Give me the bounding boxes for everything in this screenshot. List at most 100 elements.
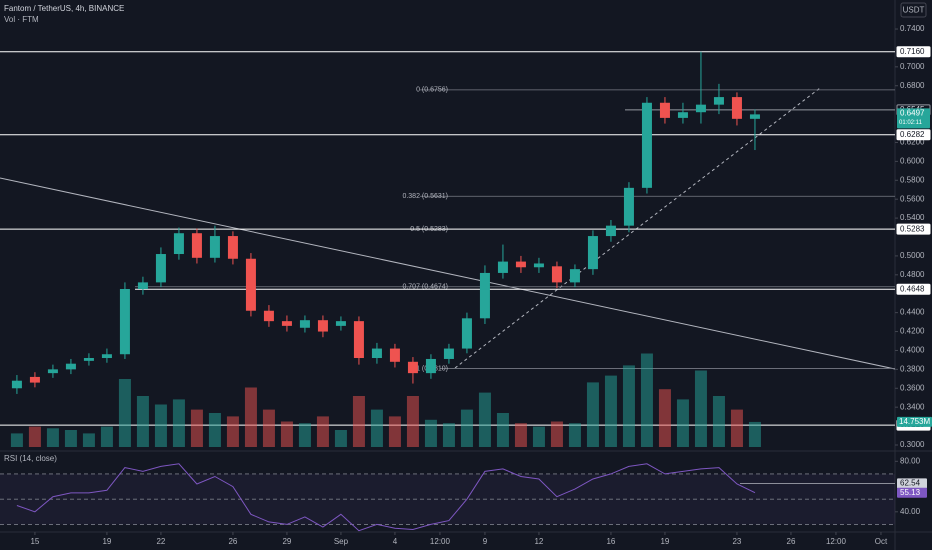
candle-body: [479, 272, 490, 319]
volume-bar: [136, 396, 149, 447]
volume-bar: [226, 416, 239, 447]
candle-body: [515, 261, 526, 268]
volume-bar: [676, 399, 689, 447]
level-label-box: [896, 129, 931, 141]
volume-bar: [712, 396, 725, 447]
candle-body: [299, 320, 310, 328]
rsi-ma-label: 62.54: [900, 478, 921, 487]
volume-label: 14.753M: [899, 417, 930, 426]
x-tick-label: 15: [30, 537, 39, 546]
candle-body: [569, 269, 580, 283]
level-label-box: [896, 223, 931, 235]
candle-body: [191, 233, 202, 258]
x-tick-label: 26: [228, 537, 237, 546]
y-tick-label: 0.3600: [900, 383, 925, 392]
candle-body: [623, 187, 634, 226]
y-tick-label: 0.4800: [900, 270, 925, 279]
x-tick-label: 12: [534, 537, 543, 546]
candle-body: [407, 361, 418, 374]
volume-bar: [262, 409, 275, 447]
candle-body: [605, 225, 616, 237]
volume-bar: [244, 387, 257, 447]
y-tick-label: 0.5800: [900, 175, 925, 184]
volume-bar: [460, 409, 473, 447]
volume-bar: [496, 413, 509, 447]
candle-body: [11, 380, 22, 389]
candle-body: [677, 112, 688, 118]
x-tick-label: 9: [483, 537, 488, 546]
volume-bar: [586, 382, 599, 447]
candle-body: [389, 348, 400, 362]
volume-label-box: [897, 416, 932, 427]
candle-body: [47, 369, 58, 374]
level-label: 0.6282: [900, 130, 925, 139]
last-price-box: [897, 108, 930, 129]
currency-label[interactable]: USDT: [903, 6, 925, 15]
volume-bar: [658, 389, 671, 447]
level-label-box: [896, 46, 931, 58]
candle-body: [533, 263, 544, 268]
x-tick-label: 22: [156, 537, 165, 546]
volume-bar: [82, 433, 95, 447]
x-tick-label: 19: [660, 537, 669, 546]
volume-bar: [406, 396, 419, 447]
volume-bar: [208, 413, 221, 447]
volume-bar: [550, 421, 563, 447]
candle-body: [461, 318, 472, 349]
volume-bar: [604, 375, 617, 447]
rsi-title: RSI (14, close): [4, 454, 57, 463]
candle-body: [101, 354, 112, 359]
candle-body: [641, 102, 652, 188]
y-tick-label: 0.4400: [900, 308, 925, 317]
candle-body: [749, 114, 760, 119]
volume-bar: [280, 421, 293, 447]
volume-bar: [316, 416, 329, 447]
x-tick-label: 4: [393, 537, 398, 546]
candle-body: [497, 261, 508, 273]
level-label: 0.5283: [900, 224, 925, 233]
y-tick-label: 0.7000: [900, 62, 925, 71]
volume-bar: [442, 423, 455, 447]
candle-body: [119, 289, 130, 355]
y-tick-label: 0.5600: [900, 194, 925, 203]
candle-body: [425, 358, 436, 374]
candle-body: [353, 321, 364, 359]
candle-body: [245, 258, 256, 311]
y-tick-label: 0.3400: [900, 402, 925, 411]
trend-line-dashed: [454, 87, 821, 369]
currency-button[interactable]: [900, 2, 927, 18]
volume-bar: [190, 409, 203, 447]
x-tick-label: 23: [732, 537, 741, 546]
volume-bar: [640, 353, 653, 447]
x-tick-label: 12:00: [826, 537, 847, 546]
x-tick-label: 26: [787, 537, 796, 546]
candle-body: [731, 97, 742, 119]
candle-body: [443, 348, 454, 359]
volume-bar: [478, 392, 491, 447]
chart-title: Fantom / TetherUS, 4h, BINANCE: [4, 4, 124, 13]
volume-bar: [172, 399, 185, 447]
fib-label: 0.707 (0.4674): [402, 284, 448, 291]
x-tick-label: Sep: [334, 537, 349, 546]
trend-line: [0, 177, 896, 370]
candle-body: [551, 266, 562, 283]
volume-bar: [388, 416, 401, 447]
candle-body: [227, 236, 238, 259]
fib-label: 0 (0.6756): [416, 87, 448, 94]
volume-bar: [370, 409, 383, 447]
candle-body: [695, 104, 706, 113]
last-price-label: 0.6497: [900, 109, 925, 118]
candle-body: [83, 358, 94, 361]
candle-body: [65, 363, 76, 370]
level-label: 0.4648: [900, 284, 925, 293]
x-tick-label: 19: [102, 537, 111, 546]
candle-body: [29, 376, 40, 383]
candle-body: [281, 321, 292, 326]
volume-bar: [118, 379, 131, 447]
y-tick-label: 0.5000: [900, 251, 925, 260]
candle-body: [263, 310, 274, 322]
y-tick-label: 0.7400: [900, 24, 925, 33]
candle-body: [587, 236, 598, 270]
volume-bar: [298, 423, 311, 447]
